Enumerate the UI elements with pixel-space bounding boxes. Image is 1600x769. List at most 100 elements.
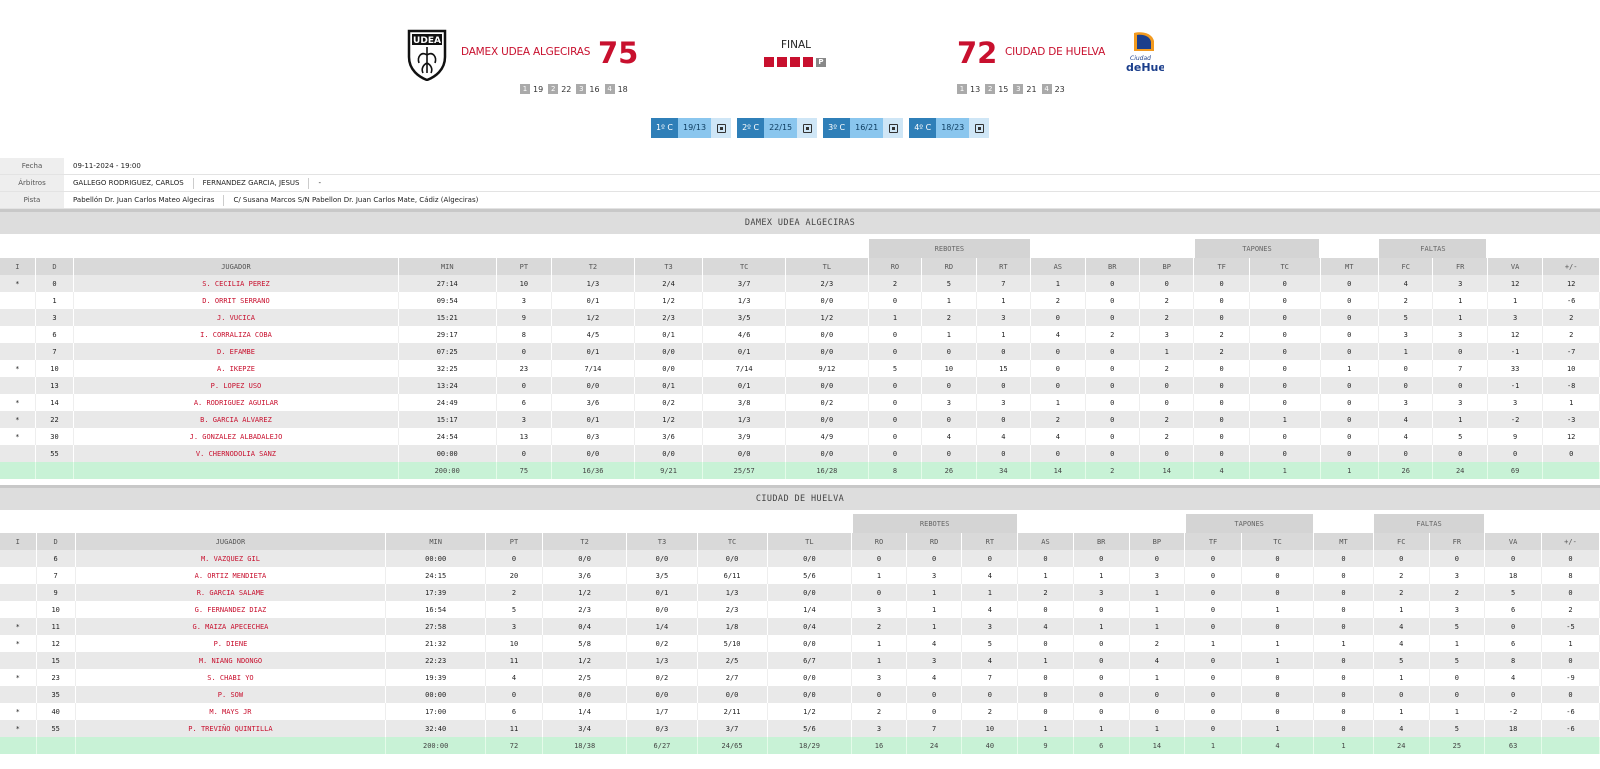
player-name-link[interactable]: P. DIENE — [75, 635, 387, 652]
column-header[interactable]: T3 — [626, 533, 698, 550]
stat-cell: 0 — [1139, 445, 1195, 462]
column-header[interactable]: I — [0, 533, 37, 550]
player-name-link[interactable]: V. CHERNODOLIA SANZ — [73, 445, 399, 462]
column-header[interactable]: PT — [485, 533, 543, 550]
column-header[interactable]: D — [36, 533, 76, 550]
stat-cell: 0 — [1139, 394, 1195, 411]
column-header[interactable]: I — [0, 258, 36, 275]
column-header[interactable]: MT — [1320, 258, 1379, 275]
column-header[interactable]: +/- — [1541, 533, 1600, 550]
group-header-spacer — [542, 514, 627, 533]
column-header[interactable]: D — [35, 258, 75, 275]
column-header[interactable]: JUGADOR — [73, 258, 399, 275]
column-header[interactable]: VA — [1484, 533, 1542, 550]
quarter-button-3[interactable]: 3º C 16/21 — [823, 118, 904, 138]
column-header[interactable]: PT — [496, 258, 553, 275]
column-header[interactable]: +/- — [1542, 258, 1600, 275]
stat-cell: 5 — [1429, 720, 1486, 737]
column-header[interactable]: T3 — [634, 258, 704, 275]
player-name-link[interactable]: P. LOPEZ USO — [73, 377, 399, 394]
player-name-link[interactable]: R. GARCIA SALAME — [75, 584, 387, 601]
column-header[interactable]: T2 — [542, 533, 628, 550]
info-row-pista: Pista Pabellón Dr. Juan Carlos Mateo Alg… — [0, 192, 1600, 209]
column-header[interactable]: FR — [1429, 533, 1486, 550]
player-name-link[interactable]: P. TREVIÑO QUINTILLA — [75, 720, 387, 737]
quarter-button-1[interactable]: 1º C 19/13 — [651, 118, 732, 138]
column-header[interactable]: VA — [1487, 258, 1544, 275]
column-header[interactable]: MT — [1313, 533, 1374, 550]
column-header[interactable]: FC — [1373, 533, 1430, 550]
player-name-link[interactable]: J. VUCICA — [73, 309, 399, 326]
download-icon[interactable] — [711, 118, 732, 138]
column-header[interactable]: TC — [1241, 533, 1315, 550]
column-header[interactable]: BR — [1073, 533, 1130, 550]
column-header[interactable]: TF — [1184, 533, 1242, 550]
column-header[interactable]: TL — [785, 258, 869, 275]
player-name-link[interactable]: A. ORTIZ MENDIETA — [75, 567, 387, 584]
stat-cell: 0 — [1313, 601, 1374, 618]
column-header[interactable]: TC — [697, 533, 768, 550]
column-header[interactable]: TC — [702, 258, 787, 275]
column-header[interactable]: RO — [868, 258, 923, 275]
player-name-link[interactable]: M. NIANG NDONGO — [75, 652, 387, 669]
stat-cell: 0 — [1313, 686, 1374, 703]
column-header[interactable]: RD — [906, 533, 963, 550]
player-name-link[interactable]: D. ORRIT SERRANO — [73, 292, 399, 309]
stat-cell: 0 — [1193, 394, 1250, 411]
column-header[interactable]: RD — [921, 258, 977, 275]
column-header[interactable]: AS — [1017, 533, 1074, 550]
player-name-link[interactable]: P. SOW — [75, 686, 387, 703]
column-header[interactable]: MIN — [398, 258, 497, 275]
stat-cell: 0 — [1017, 669, 1074, 686]
quarter-label: 3º C — [823, 118, 851, 138]
player-row: 7 A. ORTIZ MENDIETA 24:15 20 3/6 3/5 6/11 5/6 1 3… — [0, 567, 1600, 584]
player-name-link[interactable]: S. CECILIA PEREZ — [73, 275, 399, 292]
away-quarter-partials: 1 13 2 15 3 21 4 23 — [957, 84, 1068, 94]
quarter-button-2[interactable]: 2º C 22/15 — [737, 118, 818, 138]
player-name-link[interactable]: S. CHABI YO — [75, 669, 387, 686]
stat-cell: 10 — [36, 601, 76, 618]
player-name-link[interactable]: M. VAZQUEZ GIL — [75, 550, 387, 567]
column-header[interactable]: TC — [1249, 258, 1321, 275]
column-header[interactable]: FR — [1432, 258, 1488, 275]
download-icon[interactable] — [969, 118, 990, 138]
stat-cell: 24:15 — [385, 567, 487, 584]
column-header[interactable]: BP — [1129, 533, 1186, 550]
column-header[interactable]: RT — [976, 258, 1032, 275]
column-header[interactable]: MIN — [385, 533, 487, 550]
column-header[interactable]: TL — [767, 533, 853, 550]
period-square — [803, 57, 813, 67]
stat-cell: 0 — [1542, 445, 1600, 462]
player-name-link[interactable]: I. CORRALIZA COBA — [73, 326, 399, 343]
player-name-link[interactable]: A. IKEPZE — [73, 360, 399, 377]
total-cell — [35, 462, 75, 479]
player-name-link[interactable]: D. EFAMBE — [73, 343, 399, 360]
column-header[interactable]: BR — [1085, 258, 1140, 275]
player-name-link[interactable]: G. FERNANDEZ DIAZ — [75, 601, 387, 618]
stat-cell: 4 — [1017, 618, 1074, 635]
column-header[interactable]: TF — [1193, 258, 1250, 275]
column-header[interactable]: AS — [1030, 258, 1086, 275]
column-header[interactable]: JUGADOR — [75, 533, 387, 550]
stat-cell: 4 — [1373, 720, 1430, 737]
column-header[interactable]: T2 — [551, 258, 635, 275]
column-header[interactable]: BP — [1139, 258, 1195, 275]
player-name-link[interactable]: G. MAIZA APECECHEA — [75, 618, 387, 635]
stat-cell: 1 — [906, 601, 963, 618]
total-cell: 1 — [1184, 737, 1242, 754]
column-header[interactable]: FC — [1378, 258, 1434, 275]
download-icon[interactable] — [797, 118, 818, 138]
column-header[interactable]: RO — [851, 533, 907, 550]
player-name-link[interactable]: B. GARCIA ALVAREZ — [73, 411, 399, 428]
stat-cell: -8 — [1542, 377, 1600, 394]
stat-cell: 2/5 — [697, 652, 768, 669]
player-name-link[interactable]: J. GONZALEZ ALBADALEJO — [73, 428, 399, 445]
player-name-link[interactable]: A. RODRIGUEZ AGUILAR — [73, 394, 399, 411]
stat-cell: 0 — [1193, 428, 1250, 445]
column-header[interactable]: RT — [961, 533, 1019, 550]
download-icon[interactable] — [883, 118, 904, 138]
stat-cell: * — [0, 428, 36, 445]
player-name-link[interactable]: M. MAYS JR — [75, 703, 387, 720]
quarter-button-4[interactable]: 4º C 18/23 — [909, 118, 990, 138]
quarter-number: 4 — [604, 84, 615, 94]
